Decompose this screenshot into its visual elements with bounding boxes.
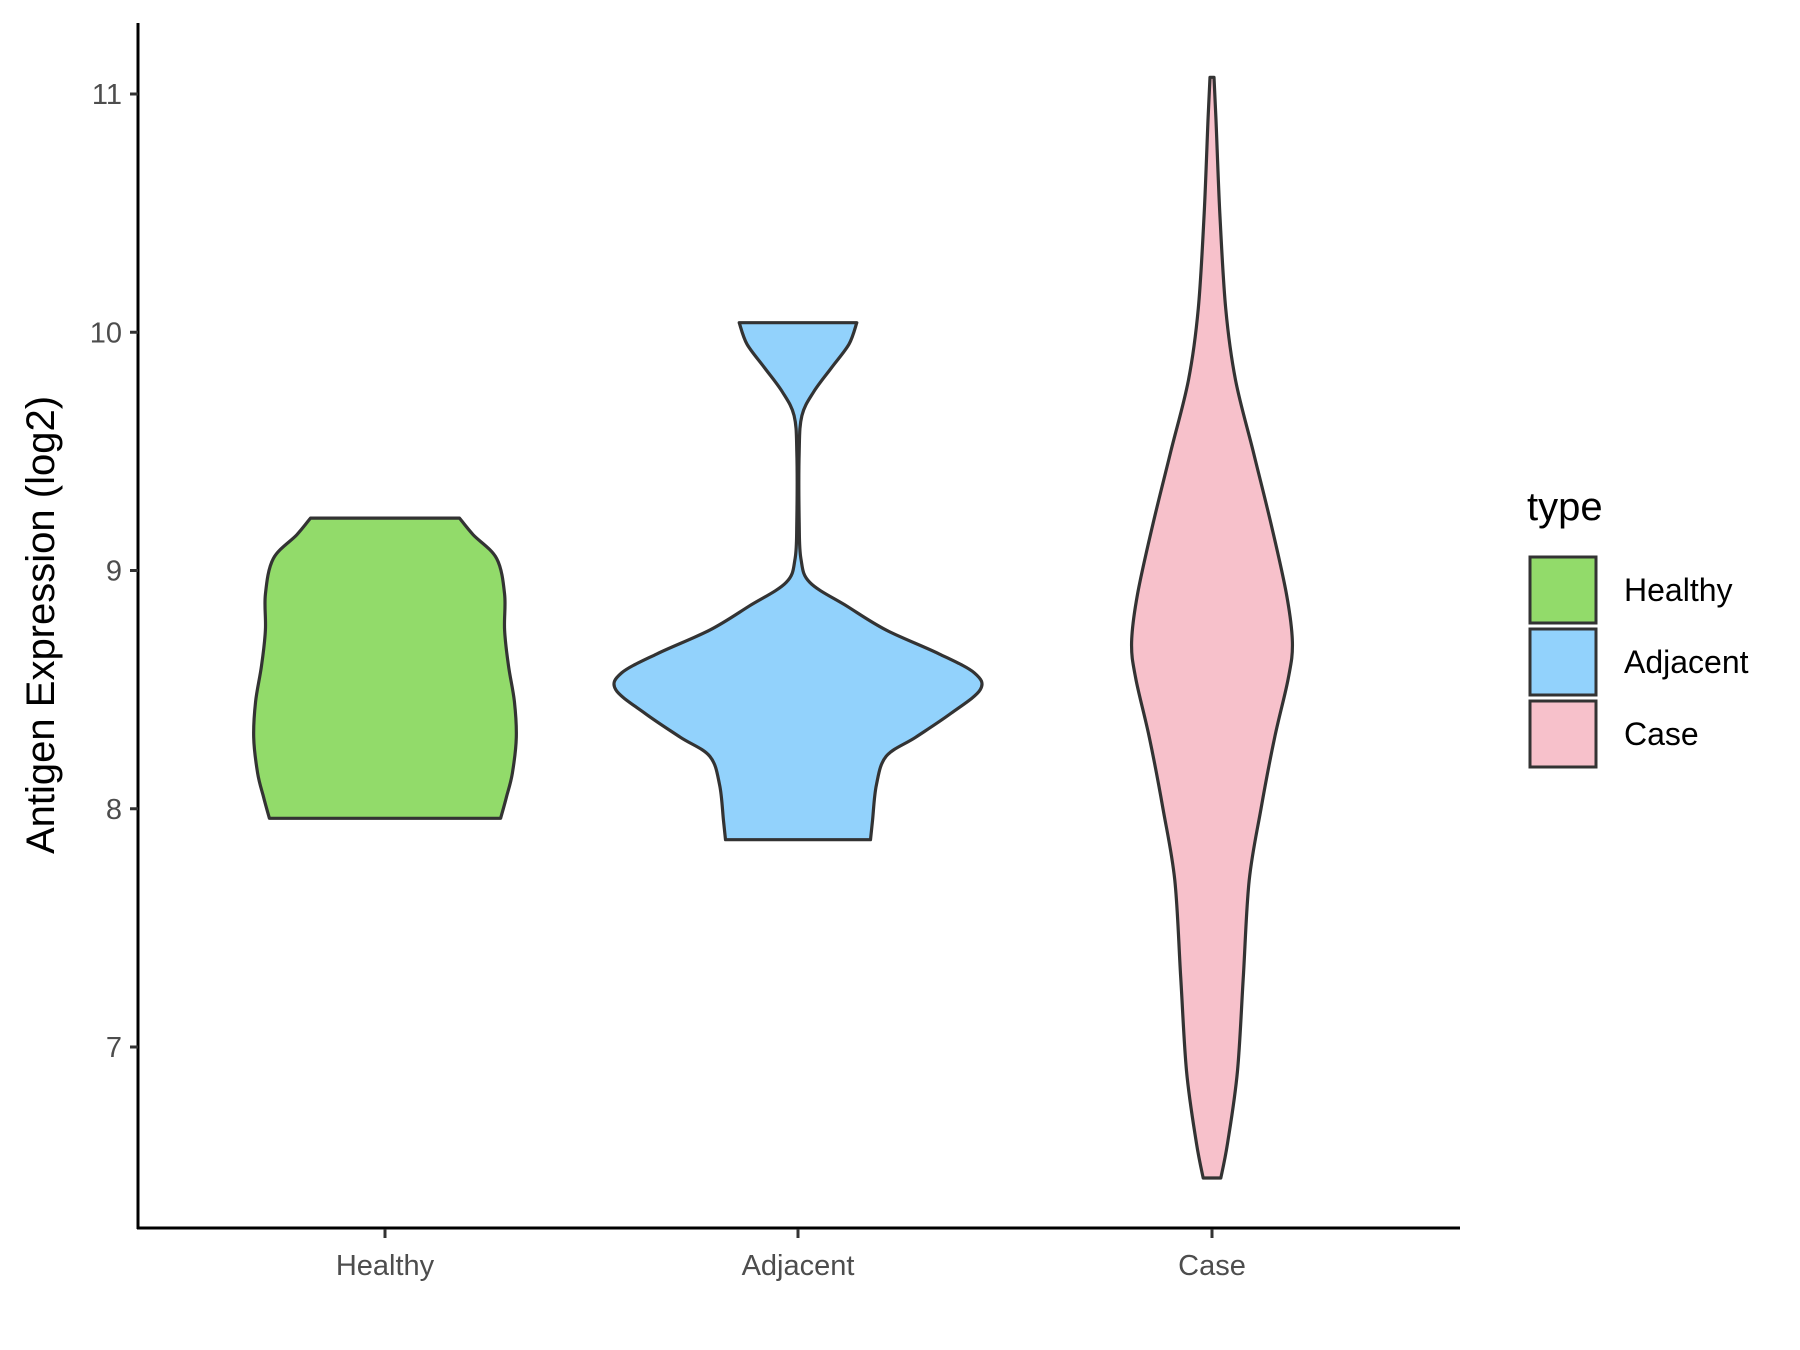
legend-swatch-adjacent xyxy=(1528,627,1598,697)
x-ticks: Healthy Adjacent Case xyxy=(336,1229,1246,1282)
legend-label-healthy: Healthy xyxy=(1624,572,1733,608)
y-tick-label: 10 xyxy=(90,317,122,349)
violins-layer xyxy=(252,75,1295,1180)
legend: type Healthy Adjacent Case xyxy=(1527,485,1749,769)
violin-adjacent xyxy=(612,321,984,842)
legend-swatch-case xyxy=(1528,699,1598,769)
legend-title: type xyxy=(1527,485,1603,529)
y-tick-label: 9 xyxy=(106,556,122,588)
violin-healthy xyxy=(252,516,518,820)
x-tick-label: Adjacent xyxy=(742,1250,855,1282)
legend-label-case: Case xyxy=(1624,716,1699,752)
y-axis-title: Antigen Expression (log2) xyxy=(19,396,63,854)
y-ticks: 7 8 9 10 11 xyxy=(90,79,138,1064)
y-tick-label: 7 xyxy=(106,1032,122,1064)
x-tick-label: Case xyxy=(1178,1250,1246,1282)
y-tick-label: 11 xyxy=(92,79,122,111)
y-tick-label: 8 xyxy=(106,794,122,826)
legend-label-adjacent: Adjacent xyxy=(1624,644,1749,680)
violin-case xyxy=(1129,75,1295,1180)
x-tick-label: Healthy xyxy=(336,1250,435,1282)
legend-swatch-healthy xyxy=(1528,555,1598,625)
